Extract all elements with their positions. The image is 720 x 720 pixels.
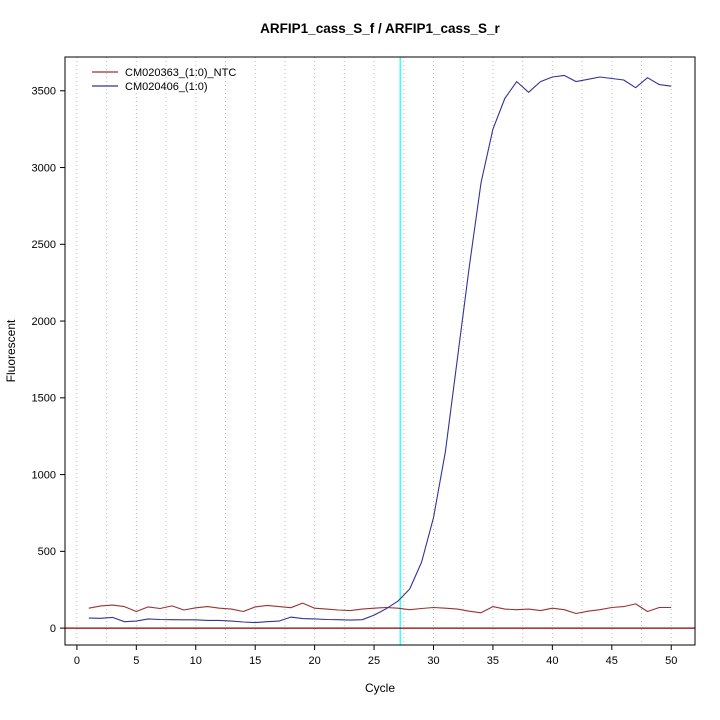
chart-title: ARFIP1_cass_S_f / ARFIP1_cass_S_r [260,21,500,36]
x-tick-label: 15 [249,655,261,667]
series-line-0 [88,602,672,615]
x-axis-ticks: 0 5 10 15 20 25 30 35 40 45 50 [74,645,677,667]
y-tick-label: 3000 [32,162,56,174]
y-axis-ticks: 0 500 1000 1500 2000 2500 3000 3500 [32,86,65,635]
x-tick-label: 10 [190,655,202,667]
x-axis-label: Cycle [365,681,395,695]
x-tick-label: 25 [368,655,380,667]
y-tick-label: 0 [50,623,56,635]
y-tick-label: 1500 [32,393,56,405]
legend-label: CM020406_(1:0) [125,81,208,93]
x-tick-label: 35 [487,655,499,667]
y-tick-label: 2000 [32,316,56,328]
y-tick-label: 500 [38,546,56,558]
plot-group: 0 5 10 15 20 25 30 35 40 45 5005001000150020002500… [32,56,696,667]
x-tick-label: 20 [308,655,320,667]
x-tick-label: 0 [74,655,80,667]
x-tick-label: 30 [427,655,439,667]
plot-box [64,56,696,646]
x-tick-label: 50 [665,655,677,667]
y-tick-label: 2500 [32,239,56,251]
gridlines [76,57,672,645]
y-axis-label: Fluorescent [4,319,18,382]
y-tick-label: 3500 [32,86,56,98]
x-tick-label: 40 [546,655,558,667]
legend-label: CM020363_(1:0)_NTC [125,67,236,79]
x-tick-label: 5 [133,655,139,667]
y-tick-label: 1000 [32,469,56,481]
legend: CM020363_(1:0)_NTC CM020406_(1:0) [92,67,236,93]
x-tick-label: 45 [606,655,618,667]
series-line-1 [88,74,672,624]
